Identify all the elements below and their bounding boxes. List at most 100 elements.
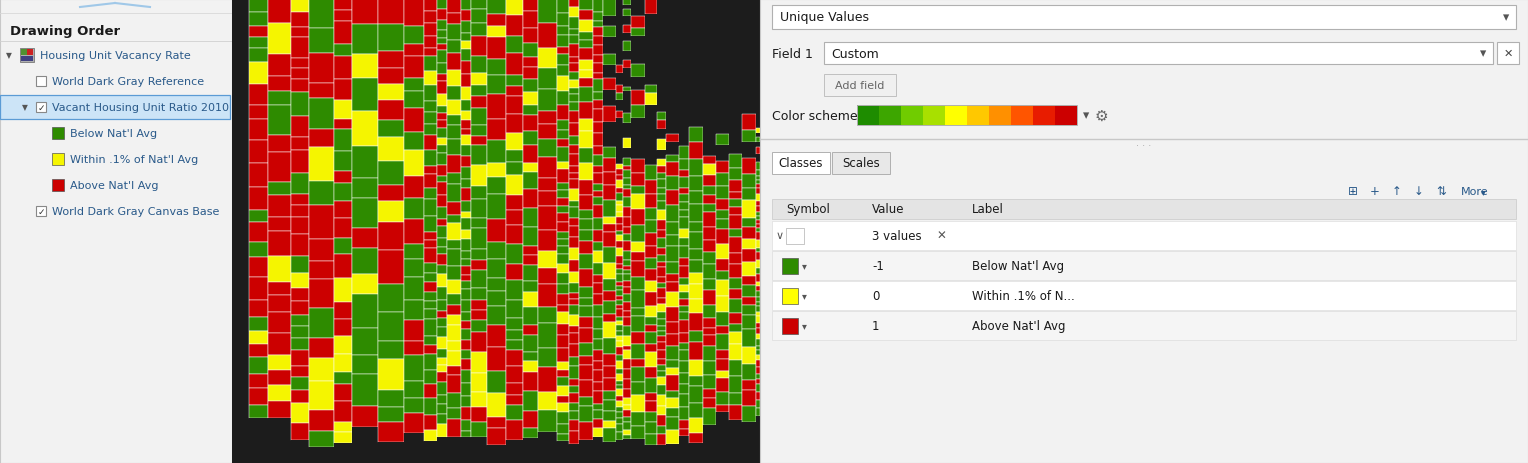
- Bar: [657, 434, 666, 444]
- Bar: [506, 97, 523, 114]
- Bar: [902, 106, 923, 126]
- Bar: [461, 350, 471, 359]
- Bar: [524, 68, 538, 80]
- Bar: [506, 54, 523, 75]
- Bar: [604, 218, 616, 224]
- Bar: [604, 159, 616, 172]
- Bar: [729, 127, 743, 141]
- Bar: [756, 368, 759, 374]
- Bar: [623, 75, 631, 82]
- Bar: [472, 109, 486, 125]
- Bar: [335, 57, 351, 80]
- Bar: [616, 176, 622, 180]
- Bar: [558, 425, 568, 434]
- Bar: [593, 362, 602, 370]
- Bar: [604, 379, 616, 391]
- Bar: [37, 103, 46, 113]
- Bar: [703, 29, 717, 42]
- Bar: [593, 340, 602, 350]
- Bar: [729, 300, 741, 313]
- Bar: [645, 234, 657, 246]
- Bar: [666, 369, 678, 375]
- Bar: [616, 206, 622, 212]
- Bar: [249, 13, 267, 26]
- Bar: [616, 218, 622, 224]
- Bar: [616, 283, 622, 286]
- Bar: [269, 106, 290, 135]
- Bar: [579, 288, 593, 298]
- Bar: [743, 316, 756, 329]
- Bar: [570, 273, 579, 283]
- Bar: [292, 257, 309, 273]
- Bar: [689, 250, 703, 260]
- Bar: [743, 391, 756, 406]
- Bar: [631, 78, 645, 91]
- Bar: [269, 313, 290, 333]
- Bar: [729, 279, 741, 289]
- Bar: [506, 350, 523, 366]
- Bar: [623, 271, 631, 274]
- Bar: [448, 448, 461, 461]
- Bar: [593, 156, 602, 166]
- Bar: [756, 459, 759, 463]
- Bar: [616, 130, 623, 138]
- Bar: [353, 199, 377, 228]
- Bar: [249, 406, 267, 418]
- Bar: [604, 17, 616, 27]
- Bar: [623, 61, 631, 69]
- Bar: [403, 433, 423, 448]
- Bar: [593, 192, 602, 197]
- Bar: [37, 206, 46, 217]
- Bar: [593, 38, 602, 45]
- Bar: [232, 291, 249, 309]
- Bar: [558, 455, 568, 463]
- Bar: [405, 177, 423, 198]
- Bar: [666, 223, 678, 235]
- Bar: [678, 58, 689, 64]
- Bar: [623, 380, 631, 389]
- Bar: [645, 51, 657, 64]
- Bar: [52, 154, 64, 166]
- Bar: [657, 113, 666, 120]
- Bar: [717, 174, 729, 186]
- Bar: [729, 91, 743, 99]
- Bar: [593, 123, 602, 133]
- Bar: [756, 385, 759, 392]
- Bar: [506, 383, 523, 395]
- Bar: [335, 355, 351, 372]
- Bar: [616, 25, 623, 32]
- Bar: [379, 162, 403, 185]
- Bar: [506, 176, 523, 195]
- Bar: [657, 337, 666, 342]
- Bar: [678, 101, 689, 113]
- Bar: [472, 374, 486, 392]
- Bar: [524, 392, 538, 411]
- Bar: [524, 362, 538, 372]
- Bar: [631, 395, 645, 412]
- Bar: [249, 375, 267, 388]
- Bar: [487, 243, 506, 259]
- Bar: [593, 185, 602, 191]
- Bar: [689, 128, 703, 142]
- Bar: [678, 82, 689, 88]
- Bar: [756, 74, 759, 80]
- Bar: [249, 318, 267, 331]
- Bar: [879, 106, 902, 126]
- Bar: [524, 412, 538, 428]
- Bar: [524, 428, 538, 438]
- Bar: [756, 7, 759, 14]
- Bar: [604, 79, 616, 90]
- Text: Above Nat'l Avg: Above Nat'l Avg: [70, 181, 159, 191]
- Bar: [506, 245, 523, 264]
- Bar: [487, 164, 506, 177]
- Bar: [824, 75, 895, 97]
- Bar: [538, 125, 556, 139]
- Bar: [729, 361, 741, 376]
- Bar: [448, 250, 460, 266]
- Bar: [269, 196, 290, 217]
- Bar: [756, 80, 759, 85]
- Bar: [249, 63, 267, 84]
- Bar: [756, 420, 759, 424]
- Text: ▼: ▼: [21, 103, 28, 112]
- Bar: [472, 74, 486, 85]
